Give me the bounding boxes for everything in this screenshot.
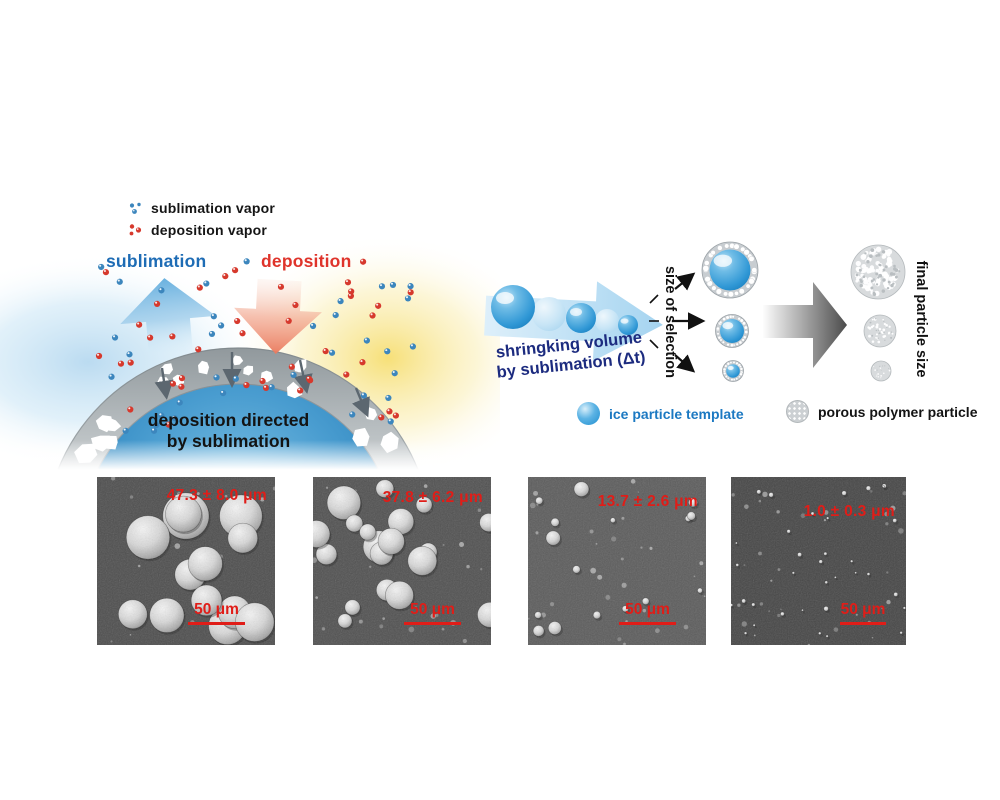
sem-scalebar: 50 μm	[619, 600, 676, 625]
result-arrow	[763, 282, 847, 368]
left-caption-line2: by sublimation	[166, 431, 291, 451]
sem-scalebar: 50 μm	[188, 600, 245, 625]
sem-image	[528, 477, 706, 645]
size-of-selection-label: size of selection	[662, 265, 678, 378]
porous-polymer-particles	[850, 244, 906, 382]
sem-scalebar: 50 μm	[404, 600, 461, 625]
sem-scalebar-label: 50 μm	[625, 600, 670, 618]
porous-shell-ring	[55, 347, 421, 475]
sem-scalebar-line	[840, 621, 886, 625]
vapor-dots	[95, 258, 417, 434]
porous-sphere-icon	[786, 400, 809, 423]
ice-template-legend: ice particle template	[577, 402, 744, 425]
bottom-fade	[0, 440, 500, 475]
sem-panel: 37.8 ± 6.2 μm 50 μm	[313, 477, 491, 645]
deposition-heading: deposition	[261, 251, 352, 271]
vapor-legend-row: deposition vapor	[128, 219, 275, 241]
sublimation-vapor-dots-icon	[129, 202, 141, 214]
deposition-vapor-label: deposition vapor	[151, 222, 267, 238]
sem-measurement-label: 13.7 ± 2.6 μm	[597, 493, 698, 510]
sublimation-heading: sublimation	[106, 251, 207, 271]
sem-image	[731, 477, 906, 645]
shell-outer-edge	[55, 347, 421, 475]
sem-measurement-label: 1.0 ± 0.3 μm	[803, 503, 895, 520]
sem-measurement-label: 47.3 ± 8.0 μm	[166, 487, 267, 504]
sem-scalebar-label: 50 μm	[840, 600, 886, 618]
sem-scalebar: 50 μm	[840, 600, 886, 625]
shrinking-ice-spheres	[491, 285, 638, 335]
left-caption-line1: deposition directed	[147, 410, 310, 430]
sem-panel: 1.0 ± 0.3 μm 50 μm	[731, 477, 906, 645]
sem-scalebar-label: 50 μm	[410, 600, 455, 618]
selection-arrows	[672, 272, 706, 373]
selection-tick-marks	[649, 294, 659, 349]
shrinking-selection-illustration	[484, 241, 906, 382]
sublimation-vapor-label: sublimation vapor	[151, 200, 275, 216]
sem-image	[97, 477, 275, 645]
sem-scalebar-line	[404, 621, 461, 625]
inward-deposition-arrows	[154, 352, 370, 418]
deposition-down-arrow	[234, 278, 322, 354]
final-particle-size-label: final particle size	[913, 260, 929, 378]
ice-sphere-icon	[577, 402, 600, 425]
sem-measurement-label: 37.8 ± 6.2 μm	[382, 489, 483, 506]
ice-template-label: ice particle template	[609, 405, 744, 422]
porous-particle-legend: porous polymer particle	[786, 400, 977, 423]
sem-scalebar-line	[619, 621, 676, 625]
sublimation-deposition-illustration	[0, 234, 500, 475]
core-shell-particles	[701, 241, 759, 382]
sem-scalebar-label: 50 μm	[194, 600, 239, 618]
sem-scalebar-line	[188, 621, 245, 625]
left-caption: deposition directed by sublimation	[126, 410, 331, 452]
vapor-legend: sublimation vapor deposition vapor	[128, 197, 275, 241]
sem-panel: 13.7 ± 2.6 μm 50 μm	[528, 477, 706, 645]
porous-particle-label: porous polymer particle	[818, 403, 978, 420]
sublimation-up-arrow	[120, 278, 216, 356]
sem-panel: 47.3 ± 8.0 μm 50 μm	[97, 477, 275, 645]
vapor-legend-row: sublimation vapor	[128, 197, 275, 219]
deposition-vapor-dots-icon	[129, 223, 142, 235]
sem-image	[313, 477, 491, 645]
